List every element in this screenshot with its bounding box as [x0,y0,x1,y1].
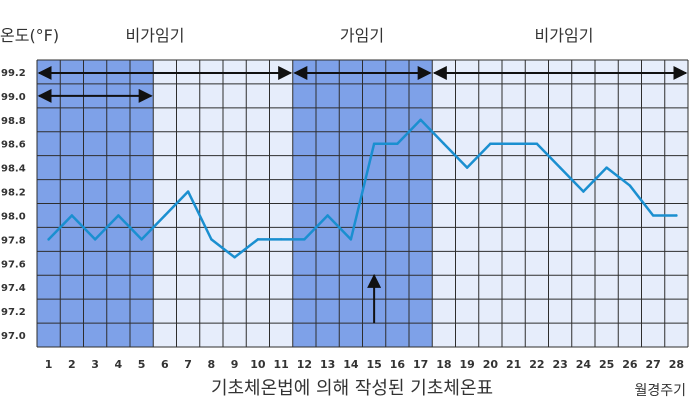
y-tick-label: 97.4 [1,283,26,294]
x-tick-label: 26 [622,358,638,371]
x-tick-label: 12 [297,358,312,371]
y-tick-label: 97.0 [1,331,26,342]
temperature-point [279,238,283,241]
phase-label-fertile: 가임기 [339,26,385,45]
temperature-point [326,214,329,217]
temperature-point [163,214,167,217]
temperature-point [372,142,376,145]
temperature-point [303,238,306,241]
temperature-point [465,166,469,169]
temperature-point [47,238,50,241]
temperature-point [512,142,515,145]
y-axis-unit-label: 온도(°F) [0,26,60,45]
x-tick-label: 5 [138,358,146,371]
temperature-point [535,142,539,145]
temperature-point [442,142,446,145]
x-tick-label: 23 [552,358,567,371]
x-tick-label: 20 [483,358,499,371]
x-tick-label: 28 [669,358,684,371]
temperature-point [628,184,632,187]
temperature-point [582,190,585,193]
x-tick-label: 1 [45,358,53,371]
x-tick-label: 6 [161,358,169,371]
temperature-point [349,238,353,241]
temperature-point [651,214,655,217]
y-tick-label: 97.2 [1,307,26,318]
x-tick-label: 16 [390,358,406,371]
y-tick-label: 98.4 [1,164,26,175]
temperature-point [210,238,213,241]
temperature-point [140,238,143,241]
y-tick-label: 99.2 [1,68,26,79]
chart-caption: 기초체온법에 의해 작성된 기초체온표 [210,378,494,399]
x-tick-label: 3 [91,358,99,371]
y-tick-label: 97.8 [1,235,26,246]
temperature-series-line [47,118,678,259]
x-tick-label: 2 [68,358,76,371]
temperature-point [93,238,97,241]
x-tick-label: 13 [320,358,335,371]
temperature-point [70,214,74,217]
temperature-point [419,118,422,121]
temperature-point [186,190,190,193]
phase-label-infertile-2: 비가임기 [534,26,594,45]
x-tick-label: 25 [599,358,614,371]
x-tick-label: 21 [506,358,521,371]
y-tick-label: 99.0 [1,92,26,103]
x-tick-label: 14 [343,358,359,371]
phase-label-infertile-1: 비가임기 [125,26,185,45]
temperature-point [233,256,236,259]
x-tick-label: 22 [529,358,544,371]
x-tick-label: 10 [250,358,266,371]
y-tick-label: 98.2 [1,188,26,199]
temperature-point [117,214,120,217]
temperature-point [675,214,678,217]
x-axis-title: 월경주기 [634,383,686,399]
temperature-point [489,142,492,145]
x-tick-label: 4 [115,358,123,371]
x-tick-label: 9 [231,358,239,371]
x-tick-label: 7 [184,358,192,371]
y-tick-label: 98.0 [1,211,26,222]
x-tick-label: 11 [273,358,288,371]
x-tick-label: 18 [436,358,451,371]
temperature-point [605,166,608,169]
x-tick-label: 24 [576,358,592,371]
temperature-point [256,238,260,241]
x-tick-label: 27 [645,358,660,371]
temperature-point [558,166,562,169]
x-tick-label: 15 [366,358,381,371]
x-tick-label: 19 [459,358,474,371]
x-tick-label: 17 [413,358,428,371]
temperature-point [396,142,399,145]
y-tick-label: 97.6 [1,259,26,270]
x-tick-label: 8 [208,358,216,371]
y-tick-label: 98.8 [1,116,26,127]
y-tick-label: 98.6 [1,140,26,151]
